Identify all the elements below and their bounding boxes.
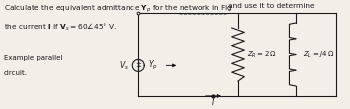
Text: +: + (135, 61, 141, 67)
Text: $Z_R = 2\,\Omega$: $Z_R = 2\,\Omega$ (247, 49, 276, 60)
Text: the current $\mathbf{I}$ if $\mathbf{V}_{s} = 60\angle45^{\circ}$ V.: the current $\mathbf{I}$ if $\mathbf{V}_… (4, 22, 117, 33)
Text: −: − (135, 65, 141, 71)
Text: $Y_p$: $Y_p$ (148, 59, 158, 72)
Text: Calculate the equivalent admittance $\mathbf{Y}_{p}$ for the network in Fig: Calculate the equivalent admittance $\ma… (4, 3, 232, 15)
Text: $V_s$: $V_s$ (119, 59, 129, 72)
Text: circuit.: circuit. (4, 70, 28, 76)
Text: Example parallel: Example parallel (4, 54, 62, 60)
Text: $Z_L = j4\,\Omega$: $Z_L = j4\,\Omega$ (303, 49, 335, 60)
Text: and use it to determine: and use it to determine (228, 3, 314, 9)
Text: $I$: $I$ (211, 96, 215, 107)
